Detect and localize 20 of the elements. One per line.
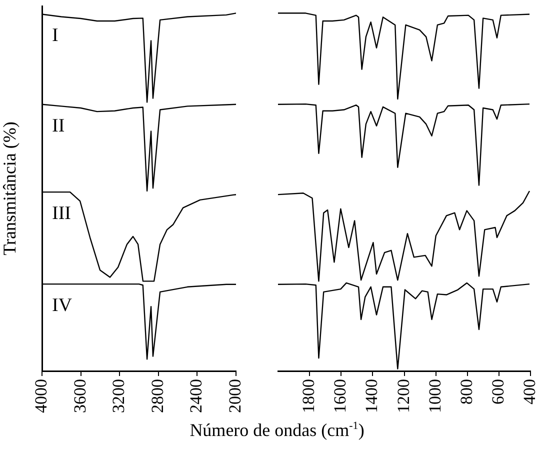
- x-tick-label: 3600: [70, 379, 90, 413]
- x-tick-label: 4000: [31, 379, 50, 413]
- x-tick-label: 1400: [362, 379, 382, 413]
- series-label: II: [52, 115, 65, 136]
- x-tick-label: 600: [488, 379, 508, 404]
- x-tick-label: 1000: [425, 379, 444, 413]
- x-axis-title: Número de ondas (cm$^{-1}$): [188, 420, 366, 441]
- x-tick-label: 400: [520, 379, 540, 404]
- series-label: I: [52, 25, 58, 46]
- y-axis-title: Transmitância (%): [0, 122, 20, 256]
- x-tick-label: 2800: [148, 379, 167, 413]
- series-label: IV: [52, 295, 72, 316]
- x-tick-label: 2400: [186, 379, 206, 413]
- x-tick-label: 3200: [109, 379, 128, 413]
- x-tick-label: 1600: [330, 379, 350, 413]
- x-tick-label: 800: [456, 379, 476, 404]
- series-label: III: [52, 203, 71, 224]
- x-tick-label: 1800: [299, 379, 318, 413]
- x-tick-label: 2000: [225, 379, 244, 413]
- x-tick-label: 1200: [394, 379, 413, 413]
